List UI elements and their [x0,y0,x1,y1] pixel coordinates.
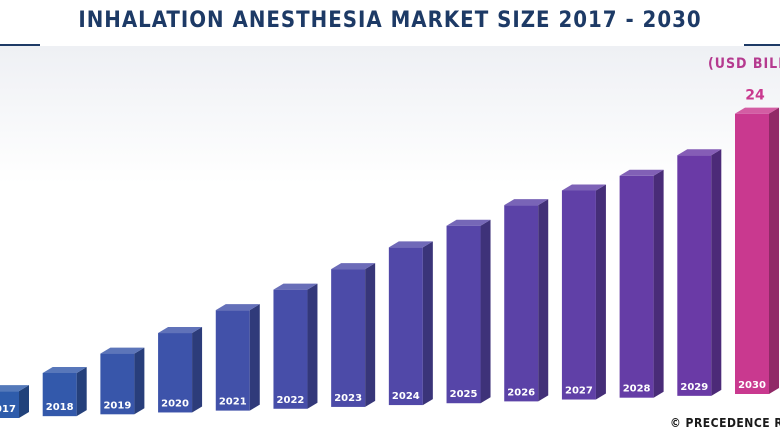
tick-label-2026: 2026 [507,387,535,398]
bar-2030 [735,113,769,395]
bar-top-2027 [561,184,606,191]
bar-side-2024 [422,241,433,406]
bar-2025 [446,225,481,404]
bar-top-2022 [273,283,318,290]
tick-label-2028: 2028 [623,384,651,395]
bar-side-2027 [595,184,606,400]
bar-top-2021 [215,304,260,311]
bar-side-2028 [653,169,664,398]
tick-label-2025: 2025 [450,389,478,400]
bar-side-2019 [134,347,145,415]
bar-2029 [677,155,712,396]
tick-label-2022: 2022 [277,395,305,406]
bar-side-2018 [76,366,87,417]
bar-top-2026 [504,199,549,206]
bar-side-2025 [480,219,491,404]
tick-label-2019: 2019 [103,400,131,411]
bar-2019 [100,353,135,415]
unit-label: (USD BILLIO [708,56,780,72]
bar-top-2019 [100,347,145,354]
bar-side-2017 [19,385,29,418]
bar-top-2024 [388,241,433,248]
bar-side-2026 [538,199,549,402]
bar-top-2028 [619,169,664,176]
bar-2023 [331,269,366,407]
bar-top-2017 [0,385,29,392]
bar-side-2030 [769,107,779,395]
tick-label-2021: 2021 [219,397,247,408]
bar-2017 [0,391,19,418]
title-rule-right [744,44,780,46]
header: INHALATION ANESTHESIA MARKET SIZE 2017 -… [0,0,780,46]
bar-side-2022 [307,283,318,409]
tick-label-2018: 2018 [46,402,74,413]
bar-2026 [504,205,539,402]
bar-top-2020 [158,327,203,334]
bar-2022 [273,289,308,409]
data-label-2030: 24 [745,88,765,104]
bar-side-2029 [711,149,722,396]
title-rule-left [0,44,40,46]
bar-top-2018 [42,366,87,373]
bar-top-2029 [677,149,722,156]
bar-side-2020 [192,327,203,413]
tick-label-2030: 2030 [738,380,766,391]
bar-side-2023 [365,263,376,407]
tick-label-2029: 2029 [680,382,708,393]
bar-top-2023 [331,263,376,270]
tick-label-2023: 2023 [334,393,362,404]
bar-2027 [561,190,596,400]
bar-2020 [158,333,193,413]
bar-2021 [215,310,250,411]
bar-side-2021 [249,304,260,411]
bar-2024 [388,247,423,406]
bar-top-2025 [446,219,491,226]
source-credit: © PRECEDENCE RES [670,416,780,430]
tick-label-2024: 2024 [392,391,420,402]
tick-label-2027: 2027 [565,386,593,397]
bar-top-2030 [735,107,779,114]
chart-title: INHALATION ANESTHESIA MARKET SIZE 2017 -… [78,8,702,33]
tick-label-2017: 2017 [0,404,16,415]
bar-2018 [42,372,77,417]
tick-label-2020: 2020 [161,398,189,409]
bar-2028 [619,175,654,398]
